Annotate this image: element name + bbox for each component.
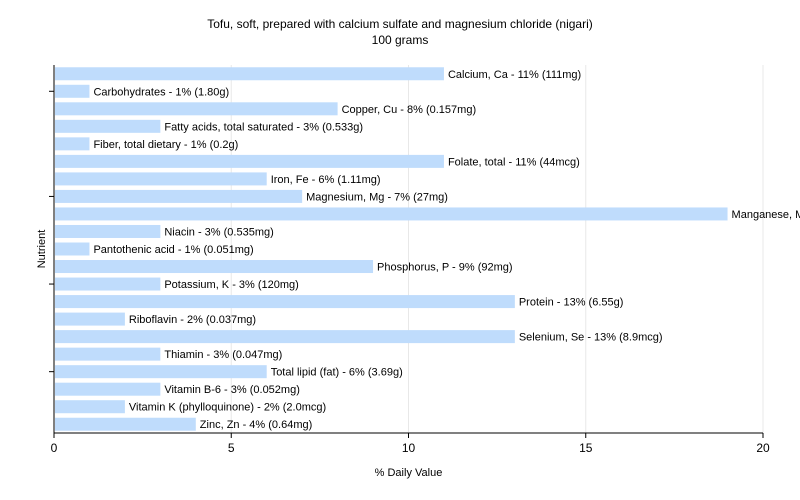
bar [55,137,90,151]
bar-label: Potassium, K - 3% (120mg) [164,279,299,291]
bar-label: Riboflavin - 2% (0.037mg) [129,314,256,326]
bar [55,400,125,414]
bar [55,189,303,203]
x-tick-label: 0 [51,441,58,455]
bar [55,417,196,431]
x-tick-label: 15 [579,441,593,455]
bar-label: Vitamin B-6 - 3% (0.052mg) [164,384,300,396]
bar [55,277,161,291]
bar [55,347,161,361]
bar-label: Phosphorus, P - 9% (92mg) [377,262,513,274]
bar-label: Magnesium, Mg - 7% (27mg) [306,191,448,203]
bar [55,84,90,98]
bar-label: Pantothenic acid - 1% (0.051mg) [93,244,253,256]
bar [55,295,515,309]
bar-label: Iron, Fe - 6% (1.11mg) [271,174,381,186]
bar [55,312,125,326]
chart-title: Tofu, soft, prepared with calcium sulfat… [207,17,593,31]
bar-label: Vitamin K (phylloquinone) - 2% (2.0mcg) [129,402,326,414]
bar [55,365,267,379]
bar-label: Folate, total - 11% (44mcg) [448,156,580,168]
bar [55,224,161,238]
bar-label: Fatty acids, total saturated - 3% (0.533… [164,121,363,133]
bar [55,67,444,81]
chart-subtitle: 100 grams [371,33,429,47]
x-tick-label: 10 [402,441,416,455]
bar [55,119,161,133]
bar [55,260,374,274]
bar [55,242,90,256]
bar-label: Protein - 13% (6.55g) [519,297,624,309]
bar-label: Copper, Cu - 8% (0.157mg) [342,104,477,116]
x-tick-label: 5 [228,441,235,455]
bar-label: Zinc, Zn - 4% (0.64mg) [200,419,312,431]
bar-label: Fiber, total dietary - 1% (0.2g) [93,139,238,151]
x-axis-label: % Daily Value [375,467,443,479]
bar [55,382,161,396]
bar-label: Niacin - 3% (0.535mg) [164,226,273,238]
bar-label: Selenium, Se - 13% (8.9mcg) [519,332,663,344]
bar-label: Calcium, Ca - 11% (111mg) [448,69,581,81]
y-axis-label: Nutrient [36,230,48,269]
x-tick-label: 20 [756,441,770,455]
bar-label: Manganese, Mn - 19% (0.389mg) [732,209,800,221]
bar [55,172,267,186]
bar [55,207,728,221]
bar-label: Total lipid (fat) - 6% (3.69g) [271,367,403,379]
bar [55,102,338,116]
bar-label: Carbohydrates - 1% (1.80g) [93,86,229,98]
bar [55,330,515,344]
bar [55,154,444,168]
bar-label: Thiamin - 3% (0.047mg) [164,349,282,361]
